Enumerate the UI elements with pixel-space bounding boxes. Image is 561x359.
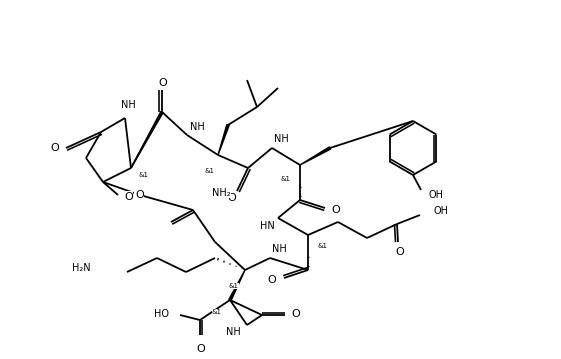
Text: NH₂: NH₂ — [212, 188, 231, 198]
Text: &1: &1 — [281, 176, 291, 182]
Text: O: O — [124, 192, 133, 202]
Text: O: O — [196, 344, 205, 354]
Polygon shape — [229, 270, 245, 300]
Text: &1: &1 — [212, 309, 222, 315]
Text: O: O — [135, 190, 144, 200]
Text: NH: NH — [274, 134, 289, 144]
Text: O: O — [267, 275, 276, 285]
Text: H₂N: H₂N — [72, 263, 91, 273]
Text: NH: NH — [121, 100, 135, 110]
Text: HN: HN — [260, 221, 275, 231]
Text: O: O — [291, 309, 300, 319]
Polygon shape — [218, 125, 229, 155]
Text: O: O — [50, 143, 59, 153]
Text: O: O — [396, 247, 404, 257]
Text: NH: NH — [226, 327, 241, 337]
Polygon shape — [131, 111, 163, 168]
Text: O: O — [159, 78, 167, 88]
Polygon shape — [300, 147, 330, 165]
Text: &1: &1 — [139, 172, 149, 178]
Text: O: O — [331, 205, 340, 215]
Text: &1: &1 — [229, 283, 239, 289]
Text: OH: OH — [429, 190, 444, 200]
Text: HO: HO — [154, 309, 169, 319]
Text: NH: NH — [272, 244, 287, 254]
Text: OH: OH — [434, 206, 449, 216]
Text: &1: &1 — [205, 168, 215, 174]
Text: O: O — [228, 193, 236, 203]
Text: NH: NH — [190, 122, 205, 132]
Text: &1: &1 — [318, 243, 328, 249]
